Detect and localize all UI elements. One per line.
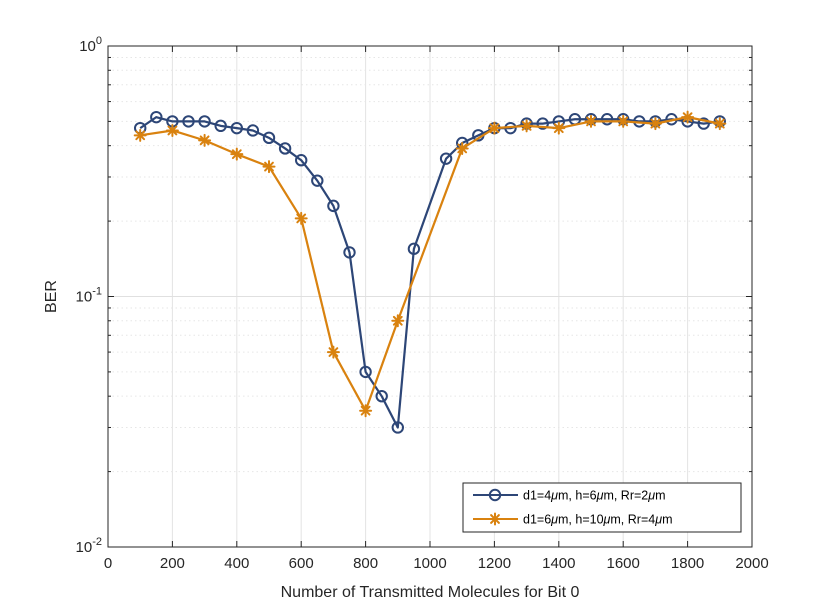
x-tick-label: 400 [224, 555, 249, 572]
marker-stroke [489, 123, 500, 134]
x-tick-label: 800 [353, 555, 378, 572]
legend: d1=4μm, h=6μm, Rr=2μm d1=6μm, h=10μm, Rr… [462, 482, 742, 533]
series-2 [133, 110, 727, 418]
x-tick-label: 1400 [542, 555, 575, 572]
legend-label-series-2: d1=6μm, h=10μm, Rr=4μm [523, 513, 672, 527]
marker-stroke [199, 135, 210, 146]
series-1-point [407, 242, 421, 256]
x-tick-label: 1000 [413, 555, 446, 572]
x-tick-label: 600 [289, 555, 314, 572]
legend-marker-shape [488, 512, 502, 526]
series-1-point [246, 124, 260, 137]
legend-entry-series-1: d1=4μm, h=6μm, Rr=2μm [473, 489, 666, 503]
series-1-point [214, 119, 227, 133]
series-1-point [375, 389, 388, 403]
x-tick-label: 0 [104, 555, 112, 572]
series-1-point [150, 110, 163, 124]
marker-stroke [586, 116, 596, 127]
series-2-point [326, 345, 340, 359]
series-2-point [165, 123, 179, 137]
x-tick-label: 1600 [607, 555, 640, 572]
series-2-point [230, 147, 244, 161]
series-2-point [455, 141, 469, 155]
series-1-point [230, 121, 244, 135]
series-1-point [600, 113, 614, 126]
legend-marker-series-2 [488, 512, 502, 526]
series-2-point [552, 121, 566, 135]
y-tick-label: 100 [79, 35, 102, 55]
series-1-point [327, 199, 340, 213]
series-2-point [487, 121, 501, 135]
marker-stroke [328, 347, 339, 357]
marker-stroke [553, 123, 564, 134]
series-1-point [262, 131, 276, 145]
series-2-point [294, 211, 308, 225]
y-axis-label: BER [43, 280, 60, 313]
x-tick-label: 2000 [735, 555, 768, 572]
marker-stroke [264, 161, 274, 172]
series-1-point [391, 421, 404, 434]
series-layer [133, 110, 727, 434]
marker-stroke [296, 213, 307, 224]
marker-stroke [135, 130, 146, 141]
x-axis-label: Number of Transmitted Molecules for Bit … [281, 584, 580, 601]
series-1-point [311, 174, 324, 187]
series-1-point [343, 246, 356, 259]
series-2-point [584, 114, 598, 128]
series-1-point [182, 115, 195, 128]
marker-stroke [457, 143, 468, 154]
marker-stroke [618, 116, 629, 127]
series-2-point [391, 314, 405, 328]
legend-entry-series-2: d1=6μm, h=10μm, Rr=4μm [473, 512, 672, 527]
y-tick-label: 10-2 [76, 536, 102, 556]
legend-box [462, 482, 742, 533]
series-1-point [536, 117, 549, 130]
x-tick-label: 1800 [671, 555, 704, 572]
y-tick-label: 10-1 [76, 286, 102, 306]
series-1-point [198, 115, 211, 128]
series-2-point [520, 119, 534, 133]
series-1-point [439, 152, 453, 165]
series-1-point [697, 117, 710, 130]
marker-stroke [650, 118, 661, 129]
series-2-point [198, 133, 212, 147]
marker-stroke [521, 120, 532, 131]
legend-marker-series-1 [488, 488, 502, 502]
legend-marker-shape [488, 488, 502, 502]
series-2-point [262, 160, 276, 174]
legend-label-series-1: d1=4μm, h=6μm, Rr=2μm [523, 489, 666, 503]
series-2-point [681, 110, 695, 124]
x-tick-label: 1200 [478, 555, 511, 572]
series-2-point [648, 117, 662, 131]
series-2-point [616, 114, 630, 128]
marker-stroke [392, 315, 403, 326]
series-2-point [359, 404, 373, 418]
series-2-point [133, 128, 147, 142]
marker-stroke [167, 125, 178, 136]
series-1-point [278, 142, 292, 155]
axis-ticks: 0 200 400 600 800 1000 1200 1400 1600 1800 2000 10-… [76, 35, 769, 572]
marker-stroke [682, 112, 693, 123]
marker-stroke [490, 514, 500, 524]
series-1-point [295, 154, 308, 167]
marker-stroke [714, 118, 725, 129]
series-1-point [359, 365, 372, 379]
x-tick-label: 200 [160, 555, 185, 572]
marker-stroke [231, 149, 242, 160]
series-2-point [713, 117, 727, 131]
marker-stroke [360, 405, 371, 416]
